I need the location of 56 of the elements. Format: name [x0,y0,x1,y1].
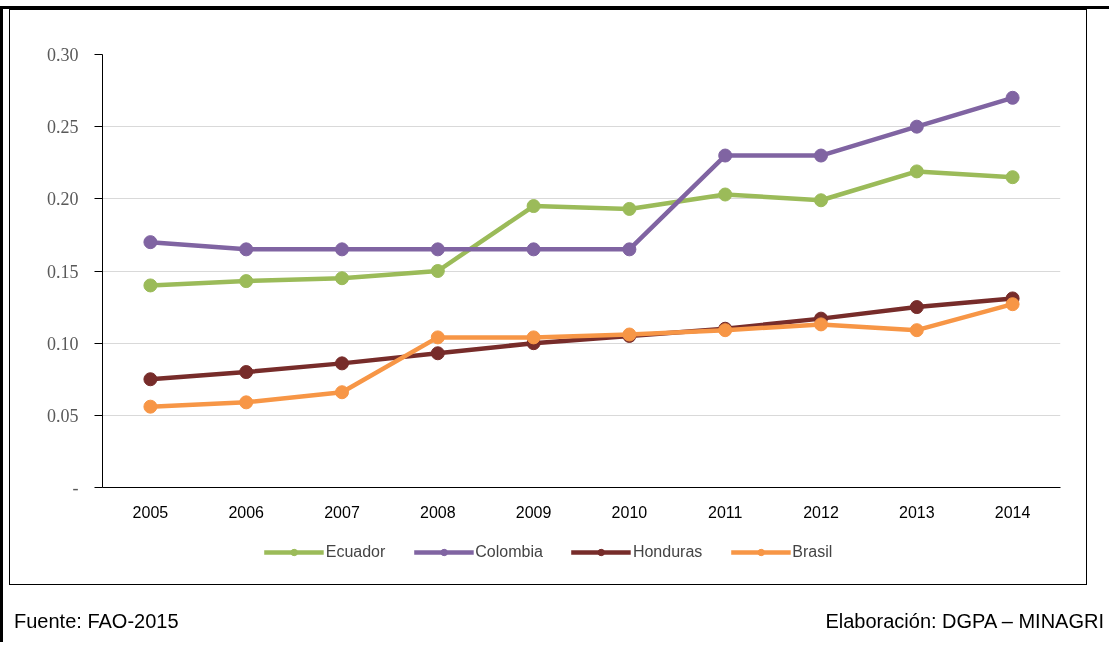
point [335,385,349,400]
point [430,242,445,257]
point [909,300,924,315]
y-tick-label: 0.30 [47,45,79,65]
point [430,330,445,345]
x-tick-label: 2005 [132,503,169,521]
legend-label: Ecuador [325,543,386,561]
legend-label: Colombia [475,543,543,561]
point [1005,90,1020,105]
point [335,242,349,257]
point [526,242,541,257]
point [143,399,158,414]
x-tick-label: 2008 [420,503,456,521]
point [718,148,733,163]
x-tick-label: 2009 [515,503,552,521]
x-tick-label: 2013 [899,503,935,521]
x-tick-label: 2011 [708,503,743,521]
point [718,187,733,202]
x-tick-label: 2007 [324,503,360,521]
y-tick-label: 0.20 [47,189,79,210]
point [909,119,924,134]
text: Elaboración: DGPA – MINAGRI [825,609,1104,634]
legend-label: Brasil [792,543,833,561]
point [909,164,924,179]
point [622,201,637,216]
x-tick-label: 2012 [803,503,839,521]
point [1005,297,1020,312]
x-tick-label: 2006 [228,503,265,521]
legend-label: Honduras [632,543,703,561]
point [239,365,254,380]
point [239,395,254,410]
point [909,323,924,338]
point [814,317,828,332]
point [143,372,158,387]
point [239,242,254,257]
y-tick-label: - [72,478,79,498]
source-note: Fuente: FAO-2015 [14,609,179,634]
y-tick-label: 0.15 [47,261,79,282]
y-tick-label: 0.10 [47,333,79,354]
y-tick-label: 0.25 [47,117,79,138]
y-tick-label: 0.05 [47,405,79,426]
point [335,356,349,371]
point [430,264,445,278]
point [814,148,828,163]
point [526,330,541,345]
point [622,242,637,257]
x-tick-label: 2010 [611,503,648,521]
point [335,271,349,286]
point [1005,170,1020,185]
point [526,199,541,214]
point [239,274,254,289]
point [143,278,158,293]
point [430,346,445,361]
point [143,235,158,250]
point [814,193,828,208]
x-tick-label: 2014 [994,503,1031,521]
